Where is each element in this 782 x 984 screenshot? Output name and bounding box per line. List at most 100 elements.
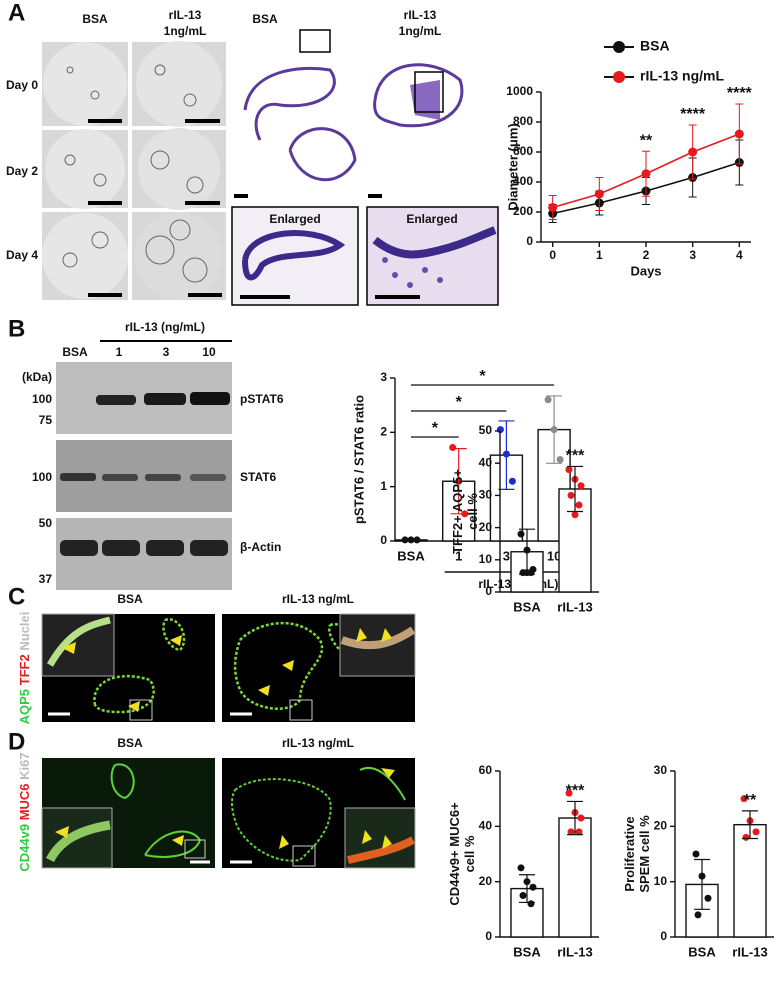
stain: TFF2 (17, 654, 32, 685)
y-tick-label: 400 (513, 174, 533, 188)
point (519, 892, 527, 899)
point (692, 850, 700, 858)
y-axis-label: Proliferative (622, 816, 637, 891)
bar (733, 823, 767, 938)
legend-label: BSA (640, 38, 670, 54)
column-header: rIL-13 (404, 8, 437, 22)
point (575, 501, 583, 509)
annotation: **** (680, 106, 706, 123)
blot-label: pSTAT6 (240, 392, 284, 406)
y-axis-label: SPEM cell % (637, 815, 652, 893)
x-tick-label: 4 (736, 248, 743, 262)
x-tick-label: rIL-13 (557, 599, 592, 614)
point (641, 169, 651, 179)
legend-marker (613, 41, 625, 53)
point (508, 477, 516, 485)
error-bar (403, 538, 419, 542)
y-tick-label: 20 (479, 520, 493, 534)
y-axis-label: pSTAT6 / STAT6 ratio (351, 395, 366, 524)
error-bar (450, 448, 467, 515)
row-label: Day 2 (6, 164, 38, 178)
y-tick-label: 0 (485, 584, 492, 598)
point (565, 789, 573, 797)
x-tick-label: rIL-13 (557, 944, 592, 959)
point (571, 511, 579, 519)
y-tick-label: 60 (479, 763, 493, 777)
y-tick-label: 0 (526, 234, 533, 248)
significance-label: * (456, 394, 463, 411)
point (734, 129, 744, 139)
kda-label: (kDa) (22, 370, 52, 384)
error-bar (546, 395, 563, 464)
bar (558, 817, 592, 938)
lane-label: 3 (163, 345, 170, 359)
y-tick-label: 1000 (506, 84, 533, 98)
lane-label: BSA (62, 345, 88, 359)
lane-label: 1 (116, 345, 123, 359)
column-header: BSA (82, 12, 108, 26)
image-label: Enlarged (406, 212, 457, 226)
y-tick-label: 600 (513, 144, 533, 158)
column-header: BSA (252, 12, 278, 26)
image-label: Enlarged (269, 212, 320, 226)
point (742, 833, 750, 841)
x-tick-label: BSA (397, 548, 425, 563)
stain: Ki67 (17, 752, 32, 779)
stain: AQP5 (17, 689, 32, 724)
error-bar (567, 800, 583, 836)
x-tick-label: 10 (547, 548, 561, 563)
y-tick-label: 50 (479, 423, 493, 437)
error-bar (498, 420, 515, 490)
kda-marker: 75 (39, 413, 53, 427)
x-tick-label: 3 (503, 548, 510, 563)
point (544, 396, 552, 404)
blot-label: β-Actin (240, 540, 281, 554)
y-axis-label: cell % (462, 835, 477, 872)
y-tick-label: 3 (380, 370, 387, 384)
kda-marker: 50 (39, 516, 53, 530)
error-bar (567, 465, 583, 513)
point (556, 456, 564, 463)
kda-marker: 100 (32, 470, 52, 484)
point (577, 814, 585, 822)
y-tick-label: 2 (380, 425, 387, 439)
panel-letter: B (8, 315, 25, 342)
kda-marker: 37 (39, 572, 53, 586)
column-header: rIL-13 (169, 8, 202, 22)
legend-label: rIL-13 ng/mL (640, 68, 724, 84)
colony-images (42, 41, 226, 300)
y-axis-label: Diameter (μm) (505, 123, 520, 210)
panel-letter: C (8, 583, 25, 610)
y-axis-label: cell % (465, 493, 480, 530)
x-tick-label: 1 (596, 248, 603, 262)
point (565, 466, 573, 474)
annotation: **** (727, 85, 753, 102)
column-header: 1ng/mL (399, 24, 442, 38)
x-tick-label: 1 (455, 548, 462, 563)
y-tick-label: 10 (654, 874, 668, 888)
stain-label: CD44v9 MUC6 Ki67 (17, 752, 32, 871)
panel-letter: A (8, 0, 25, 26)
y-tick-label: 20 (654, 819, 668, 833)
enlarged-images (231, 206, 499, 306)
y-tick-label: 40 (479, 455, 493, 469)
stain: Nuclei (17, 612, 32, 651)
x-tick-label: 0 (549, 248, 556, 262)
y-tick-label: 0 (485, 929, 492, 943)
x-tick-label: 3 (689, 248, 696, 262)
annotation: ** (744, 792, 757, 809)
row-label: Day 4 (6, 248, 38, 262)
y-tick-label: 800 (513, 114, 533, 128)
y-tick-label: 0 (660, 929, 667, 943)
stain-label: AQP5 TFF2 Nuclei (17, 612, 32, 725)
point (575, 828, 583, 836)
point (688, 147, 698, 157)
point (517, 530, 525, 538)
fluorescence-images (41, 758, 416, 869)
point (548, 203, 558, 212)
blot-images (56, 362, 232, 590)
x-tick-label: BSA (513, 944, 541, 959)
fluorescence-images (41, 613, 416, 722)
x-tick-label: rIL-13 (732, 944, 767, 959)
y-tick-label: 0 (380, 533, 387, 547)
